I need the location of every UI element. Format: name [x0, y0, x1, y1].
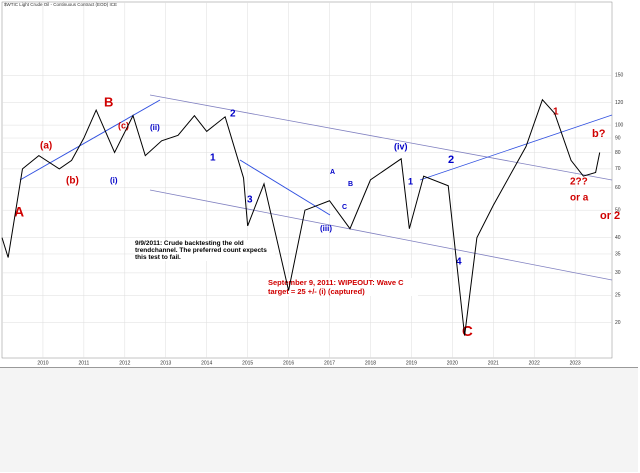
trend-line	[19, 99, 161, 181]
note	[0, 373, 638, 374]
trend-line	[149, 189, 613, 281]
wave-label: 1	[408, 176, 413, 186]
x-tick-label: 2023	[570, 360, 581, 366]
y-tick-label: 60	[615, 185, 621, 191]
y-tick-label: 30	[615, 270, 621, 276]
wave-label: A	[14, 204, 24, 220]
x-tick-label: 2010	[37, 360, 48, 366]
wave-label: 2	[448, 154, 454, 166]
x-tick-label: 2017	[324, 360, 335, 366]
price-line	[1, 98, 601, 336]
wave-label: or a	[570, 193, 589, 204]
top-notes	[2, 0, 610, 1]
x-tick-label: 2020	[447, 360, 458, 366]
wave-label: B	[104, 94, 113, 109]
wave-label: (a)	[40, 141, 52, 152]
y-tick-label: 35	[615, 251, 621, 257]
grid	[2, 2, 612, 358]
chart-title: $WTIC Light Crude Oil - Continuous Contr…	[4, 2, 117, 7]
chart-note: September 9, 2011: WIPEOUT: Wave C targe…	[268, 278, 418, 296]
x-tick-label: 2014	[201, 360, 212, 366]
x-tick-label: 2019	[406, 360, 417, 366]
wave-label: b?	[592, 128, 606, 140]
y-tick-label: 150	[615, 73, 624, 79]
wave-label: 1	[210, 153, 216, 164]
y-tick-label: 80	[615, 150, 621, 156]
y-tick-label: 40	[615, 235, 621, 241]
wave-label: A	[330, 169, 335, 176]
chart: A (a) (b) B (c) (i) (ii) 1 2 3 (iii) (iv…	[1, 1, 624, 366]
x-tick-label: 2012	[119, 360, 130, 366]
wave-label: (iv)	[394, 141, 408, 151]
trend-line	[419, 114, 613, 181]
wave-label: 4	[456, 257, 462, 268]
wave-label: (c)	[118, 120, 129, 130]
wave-label: 2??	[570, 177, 588, 188]
x-tick-label: 2021	[488, 360, 499, 366]
wave-label: 3	[247, 195, 253, 206]
x-tick-label: 2018	[365, 360, 376, 366]
plot-area	[1, 1, 613, 359]
chart-note-text: September 9, 2011: WIPEOUT: Wave C targe…	[268, 278, 418, 296]
chart-note-text: 9/9/2011: Crude backtesting the old tren…	[135, 240, 275, 261]
y-tick-label: 20	[615, 320, 621, 326]
x-tick-label: 2022	[529, 360, 540, 366]
x-tick-label: 2016	[283, 360, 294, 366]
wave-label: (i)	[110, 176, 118, 185]
wave-label: or 2	[600, 210, 620, 222]
wave-label: C	[342, 204, 347, 211]
y-tick-label: 70	[615, 166, 621, 172]
y-tick-label: 90	[615, 135, 621, 141]
y-tick-label: 120	[615, 100, 624, 106]
x-tick-label: 2013	[160, 360, 171, 366]
x-tick-label: 2011	[78, 360, 89, 366]
wave-label: B	[348, 181, 353, 188]
wave-label: (ii)	[150, 123, 160, 132]
wave-label: (iii)	[320, 224, 332, 233]
y-tick-label: 100	[615, 122, 624, 128]
wave-label: 1	[553, 107, 559, 118]
x-tick-label: 2015	[242, 360, 253, 366]
chart-note: 9/9/2011: Crude backtesting the old tren…	[135, 240, 275, 261]
y-tick-label: 25	[615, 293, 621, 299]
bottom-notes	[0, 367, 638, 472]
wave-label: C	[462, 323, 473, 340]
wave-label: 2	[230, 109, 236, 120]
trend-line	[149, 94, 613, 181]
y-tick-label: 50	[615, 208, 621, 214]
wave-label: (b)	[66, 176, 79, 187]
